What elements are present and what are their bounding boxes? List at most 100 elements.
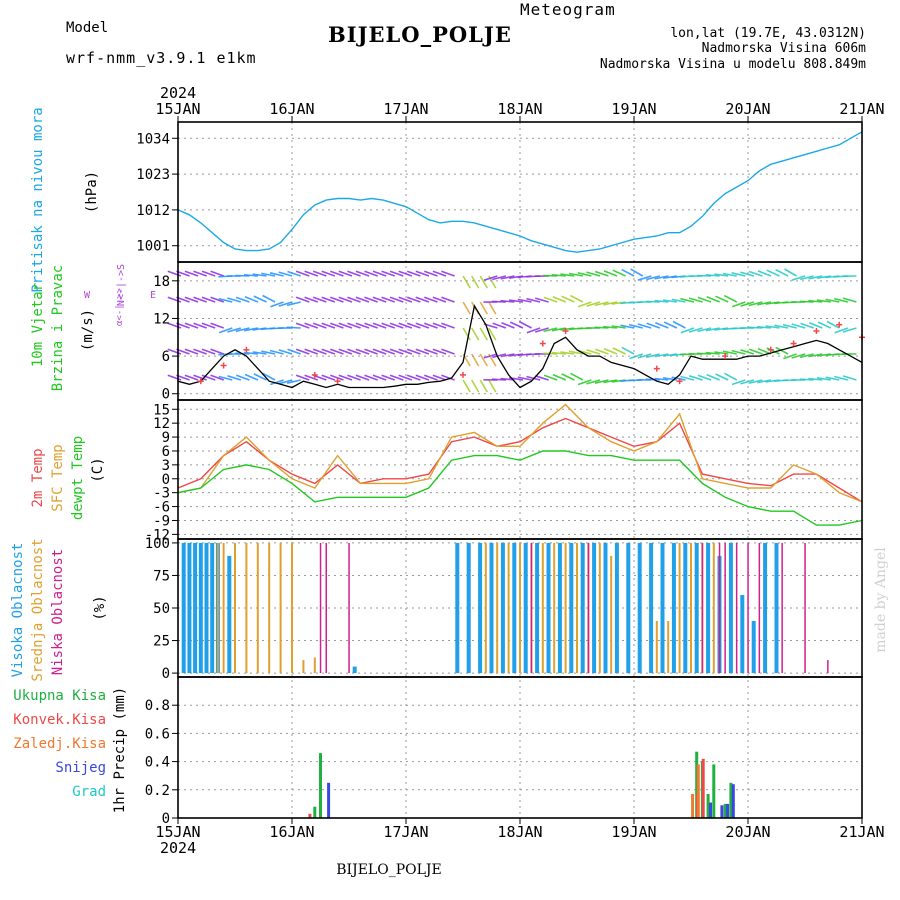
wind-arrow bbox=[808, 353, 823, 358]
wind-arrow bbox=[295, 348, 310, 355]
mid-cloud-bar bbox=[541, 542, 544, 674]
high-cloud-bar bbox=[637, 542, 642, 674]
y-tick-label: 18 bbox=[153, 274, 170, 290]
wind-arrow bbox=[526, 297, 541, 303]
wind-arrow bbox=[235, 296, 250, 303]
wind-arrow bbox=[620, 324, 635, 329]
wind-arrow bbox=[799, 378, 814, 381]
x-tick-label-top: 18JAN bbox=[497, 100, 542, 118]
total-precip-bar bbox=[313, 806, 317, 818]
wind-arrow bbox=[491, 300, 506, 303]
y-tick-label: 0 bbox=[162, 811, 170, 827]
y-tick-label: 6 bbox=[162, 349, 170, 365]
wind-arrow bbox=[406, 348, 421, 355]
cloud-unit-label: (%) bbox=[92, 595, 108, 620]
wind-arrow bbox=[321, 322, 336, 329]
wind-arrow bbox=[697, 327, 712, 333]
wind-arrow bbox=[321, 296, 336, 303]
wind-arrow bbox=[621, 268, 635, 277]
wind-unit-label: (m/s) bbox=[80, 309, 96, 351]
low-cloud-bar bbox=[718, 542, 721, 674]
wind-arrow bbox=[415, 296, 430, 303]
wind-arrow bbox=[705, 327, 720, 332]
wind-arrow bbox=[424, 374, 438, 381]
wind-arrow bbox=[611, 325, 626, 329]
wind-arrow bbox=[406, 374, 421, 381]
wind-arrow bbox=[628, 323, 643, 329]
wind-arrow bbox=[534, 327, 549, 333]
wind-arrow bbox=[799, 353, 814, 359]
low-cloud-bar bbox=[319, 542, 322, 674]
wind-arrow bbox=[748, 379, 763, 384]
wind-arrow bbox=[740, 349, 755, 355]
y-tick-label: 0.6 bbox=[145, 726, 170, 742]
wind-arrow bbox=[766, 269, 780, 277]
wind-arrow bbox=[561, 295, 575, 303]
high-cloud-bar bbox=[535, 542, 540, 674]
y-tick-label: 0.4 bbox=[145, 755, 170, 771]
low-cloud-bar bbox=[747, 542, 749, 674]
wind-arrow bbox=[262, 294, 276, 303]
wind-arrow bbox=[227, 297, 242, 303]
wind-arrow bbox=[492, 322, 507, 329]
y-tick-label: -6 bbox=[153, 500, 170, 516]
wind-arrow bbox=[775, 268, 789, 277]
wind-arrow bbox=[705, 274, 720, 277]
altitude-text: Nadmorska Visina 606m bbox=[701, 41, 866, 56]
wind-arrow bbox=[680, 297, 695, 303]
y-tick-label: -12 bbox=[145, 527, 170, 543]
mid-cloud-bar bbox=[678, 542, 681, 674]
compass-symbol: α<-|->> bbox=[115, 287, 125, 326]
y-tick-label: 6 bbox=[162, 444, 170, 460]
wind-arrow bbox=[479, 301, 488, 315]
x-tick-label-bottom: 15JAN bbox=[155, 823, 200, 841]
mid-cloud-bar bbox=[216, 542, 219, 674]
wind-arrow bbox=[568, 350, 584, 355]
wind-arrow bbox=[816, 299, 831, 303]
wind-arrow bbox=[842, 375, 857, 381]
wind-arrow bbox=[424, 296, 438, 303]
wind-arrow bbox=[834, 375, 849, 381]
wind-arrow bbox=[372, 374, 387, 381]
wind-arrow bbox=[646, 322, 661, 329]
wind-arrow bbox=[321, 374, 336, 381]
high-cloud-bar bbox=[683, 542, 688, 674]
mid-cloud-bar bbox=[667, 621, 670, 674]
y-tick-label: 1034 bbox=[136, 131, 170, 147]
wind-arrow bbox=[757, 301, 772, 306]
mid-cloud-bar bbox=[564, 542, 567, 674]
legend-conv-precip: Konvek.Kisa bbox=[13, 712, 106, 728]
wind-arrow bbox=[184, 270, 199, 277]
wind-arrow bbox=[389, 348, 404, 355]
legend-graupel: Grad bbox=[72, 784, 106, 800]
y-tick-label: 0 bbox=[162, 472, 170, 488]
wind-arrow bbox=[193, 296, 207, 303]
wind-arrow bbox=[517, 376, 532, 381]
wind-arrow bbox=[471, 275, 480, 289]
wind-arrows-layer bbox=[167, 268, 857, 393]
wind-arrow bbox=[756, 325, 772, 329]
wind-arrow bbox=[697, 296, 712, 303]
wind-arrow bbox=[193, 374, 207, 381]
wind-arrow bbox=[236, 374, 250, 381]
wind-arrow bbox=[424, 322, 438, 329]
wind-arrow bbox=[321, 348, 336, 355]
y-tick-label: -9 bbox=[153, 513, 170, 529]
dewpt-line bbox=[177, 450, 863, 526]
high-cloud-bar bbox=[763, 542, 768, 674]
temp-2m-label: 2m Temp bbox=[30, 448, 46, 507]
y-tick-label: 15 bbox=[153, 402, 170, 418]
wind-arrow bbox=[715, 295, 729, 303]
snow-bar bbox=[731, 784, 735, 818]
wind-arrow bbox=[364, 374, 378, 381]
wind-arrow bbox=[594, 379, 609, 384]
wind-arrow bbox=[568, 272, 583, 277]
y-tick-label: 9 bbox=[162, 430, 170, 446]
wind-arrow bbox=[629, 353, 643, 360]
x-tick-label-bottom: 19JAN bbox=[611, 823, 656, 841]
wind-arrow bbox=[286, 379, 301, 384]
wind-arrow bbox=[218, 375, 233, 381]
wind-arrow bbox=[372, 348, 387, 355]
wind-arrow bbox=[479, 275, 488, 289]
wind-arrow bbox=[740, 271, 755, 277]
